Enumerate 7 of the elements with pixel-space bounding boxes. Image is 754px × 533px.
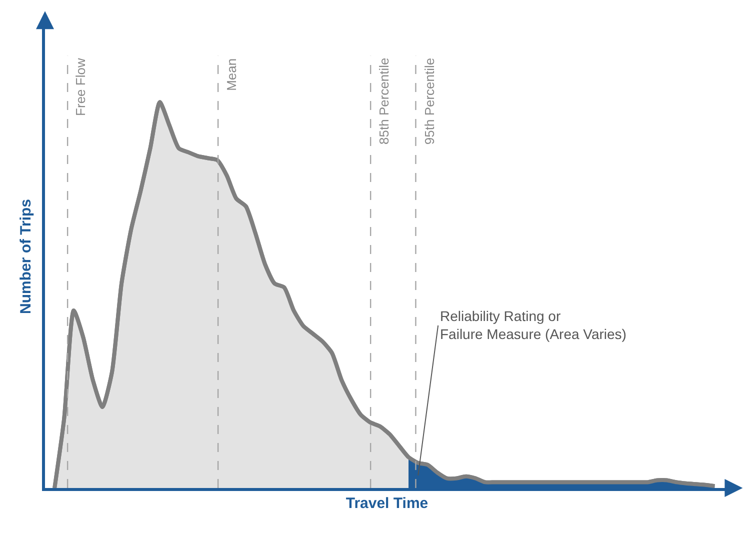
y-axis-title: Number of Trips	[17, 198, 34, 314]
annotation: Reliability Rating or Failure Measure (Area Varies)	[440, 308, 626, 342]
annotation: Free Flow	[73, 58, 88, 116]
x-axis-title: Travel Time	[346, 495, 428, 512]
annotation: 95th Percentile	[422, 58, 437, 145]
text: Mean	[224, 58, 240, 91]
annotation: 85th Percentile	[376, 58, 392, 144]
